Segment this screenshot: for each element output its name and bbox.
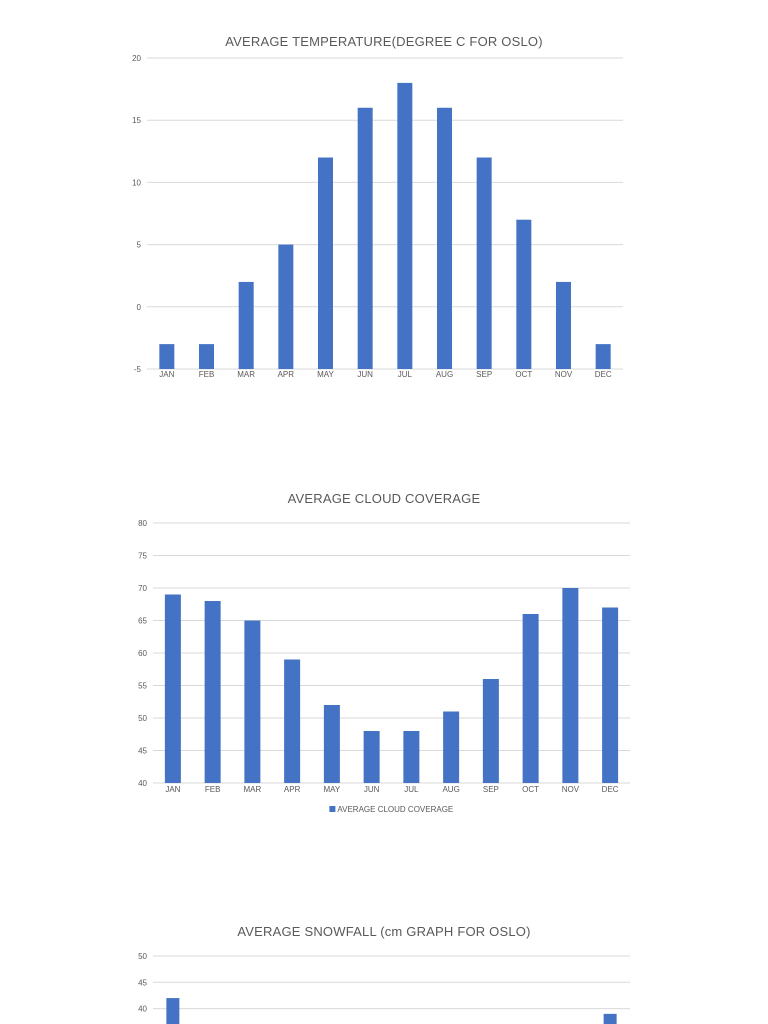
x-tick-label: APR [278, 370, 295, 379]
bar-may [318, 157, 333, 369]
x-tick-label: MAR [237, 370, 255, 379]
x-tick-label: DEC [602, 785, 619, 794]
bar-aug [443, 711, 460, 783]
x-tick-label: JUL [404, 785, 419, 794]
legend-swatch [329, 806, 336, 812]
y-tick-label: 5 [137, 241, 142, 250]
bar-nov [556, 281, 571, 369]
y-tick-label: 15 [132, 116, 141, 125]
temperature-chart: AVERAGE TEMPERATURE(DEGREE C FOR OSLO) 2… [0, 0, 768, 400]
bar-jan [166, 998, 180, 1024]
bar-jan [159, 344, 175, 369]
y-tick-label: 50 [138, 714, 147, 723]
bar-oct [516, 219, 532, 369]
bar-nov [562, 588, 579, 783]
x-tick-label: FEB [205, 785, 221, 794]
y-tick-label: 50 [138, 952, 147, 961]
y-tick-label: -5 [134, 365, 142, 374]
bar-mar [238, 281, 254, 369]
y-tick-label: 70 [138, 584, 147, 593]
bar-mar [244, 620, 261, 783]
x-tick-label: AUG [442, 785, 459, 794]
x-tick-label: OCT [522, 785, 539, 794]
bar-aug [437, 107, 452, 369]
bar-jun [357, 107, 373, 369]
x-tick-label: NOV [562, 785, 580, 794]
x-tick-label: JUN [357, 370, 373, 379]
bar-dec [602, 607, 619, 783]
y-tick-label: 40 [138, 779, 147, 788]
bar-jan [164, 594, 181, 783]
y-tick-label: 65 [138, 617, 147, 626]
temperature-chart-svg: 20 15 10 5 0 -5 JAN FEB MAR APR MAY JUN JUL AUG SEP OCT… [132, 54, 623, 379]
x-tick-label: APR [284, 785, 301, 794]
legend-label: AVERAGE CLOUD COVERAGE [337, 805, 453, 814]
y-tick-label: 55 [138, 682, 147, 691]
bar-jul [403, 731, 420, 783]
x-tick-label: AUG [436, 370, 453, 379]
y-tick-label: 60 [138, 649, 147, 658]
chart-title: AVERAGE TEMPERATURE(DEGREE C FOR OSLO) [225, 34, 543, 49]
bar-jun [363, 731, 380, 783]
bar-apr [278, 244, 294, 369]
y-tick-label: 80 [138, 519, 147, 528]
y-tick-label: 40 [138, 1005, 147, 1014]
y-tick-label: 45 [138, 747, 147, 756]
bar-apr [284, 659, 301, 783]
y-tick-label: 10 [132, 178, 141, 187]
y-tick-label: 0 [137, 303, 142, 312]
x-tick-label: JUL [398, 370, 413, 379]
x-tick-label: MAY [317, 370, 334, 379]
x-tick-label: MAY [324, 785, 341, 794]
x-tick-label: SEP [483, 785, 499, 794]
cloud-coverage-chart: AVERAGE CLOUD COVERAGE 80 75 70 65 60 55 50 45 4… [138, 491, 630, 814]
bar-may [323, 705, 340, 783]
x-tick-label: SEP [476, 370, 492, 379]
x-tick-label: FEB [199, 370, 215, 379]
x-tick-label: NOV [555, 370, 573, 379]
bar-dec [603, 1013, 617, 1024]
x-tick-label: JAN [159, 370, 174, 379]
cloud-coverage-chart-svg: 80 75 70 65 60 55 50 45 40 JAN FEB MAR APR MAY JUN JUL A… [138, 519, 630, 814]
chart-title: AVERAGE CLOUD COVERAGE [287, 491, 481, 506]
y-tick-label: 75 [138, 552, 147, 561]
bar-oct [522, 614, 539, 783]
bar-dec [595, 344, 611, 369]
x-tick-label: OCT [515, 370, 532, 379]
bar-feb [204, 601, 221, 783]
x-tick-label: JUN [364, 785, 380, 794]
x-tick-label: DEC [595, 370, 612, 379]
y-tick-label: 45 [138, 978, 147, 987]
bar-jul [397, 82, 413, 369]
x-tick-label: MAR [243, 785, 261, 794]
bar-sep [482, 679, 499, 783]
y-tick-label: 20 [132, 54, 141, 63]
bar-feb [199, 344, 214, 369]
x-tick-label: JAN [165, 785, 180, 794]
chart-title: AVERAGE SNOWFALL (cm GRAPH FOR OSLO) [237, 924, 531, 939]
bar-sep [476, 157, 492, 369]
